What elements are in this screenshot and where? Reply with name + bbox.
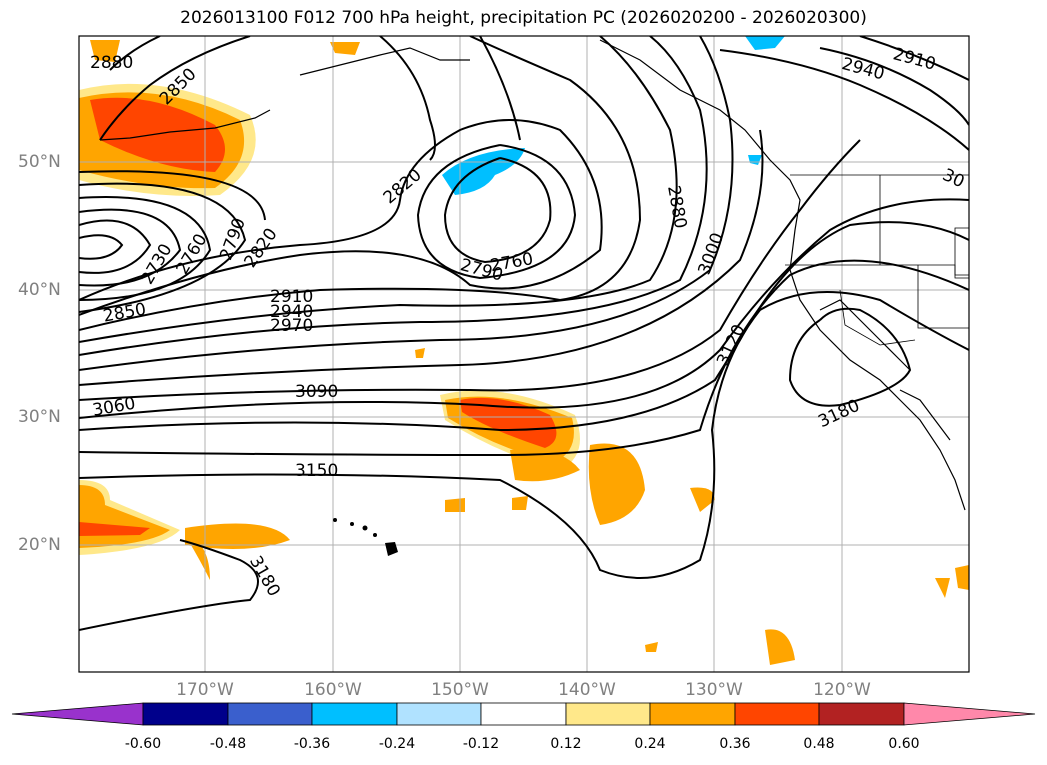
contour-label: 3150 (295, 461, 338, 481)
contour-label: 2970 (270, 316, 313, 336)
lon-label: 170°W (176, 680, 234, 700)
lat-label: 20°N (18, 535, 61, 555)
lon-label: 160°W (304, 680, 362, 700)
lat-label: 30°N (18, 407, 61, 427)
lon-label: 140°W (558, 680, 616, 700)
map-title: 2026013100 F012 700 hPa height, precipit… (180, 8, 867, 28)
colorbar-tick: -0.12 (462, 736, 500, 752)
contour-label: 2910 (270, 287, 313, 307)
colorbar-tick: 0.60 (888, 736, 920, 752)
colorbar-tick: 0.12 (550, 736, 582, 752)
contour-label: 2940 (270, 302, 313, 322)
lon-label: 120°W (813, 680, 871, 700)
colorbar-tick: -0.24 (378, 736, 416, 752)
plot-area: 2880 2850 2820 2790 2760 2730 2850 2910 … (79, 36, 969, 672)
height-contours (79, 36, 969, 631)
hawaii-islands-icon (333, 518, 398, 556)
contour-label: 2880 (90, 53, 133, 73)
colorbar-extend-high (903, 702, 1036, 726)
colorbar-tick: 0.48 (803, 736, 835, 752)
contour-labels: 2880 2850 2820 2790 2760 2730 2850 2910 … (90, 44, 967, 600)
colorbar (11, 702, 1036, 726)
colorbar-tick: 0.36 (719, 736, 751, 752)
plot-frame (78, 35, 970, 673)
lon-label: 150°W (431, 680, 489, 700)
gridlines (79, 36, 969, 672)
lat-label: 50°N (18, 152, 61, 172)
colorbar-tick: -0.48 (209, 736, 247, 752)
colorbar-tick: -0.60 (124, 736, 162, 752)
lat-label: 40°N (18, 280, 61, 300)
colorbar-tick: 0.24 (634, 736, 666, 752)
lon-label: 130°W (685, 680, 743, 700)
colorbar-tick: -0.36 (293, 736, 331, 752)
contour-label: 3090 (295, 382, 338, 402)
colorbar-extend-low (11, 702, 144, 726)
